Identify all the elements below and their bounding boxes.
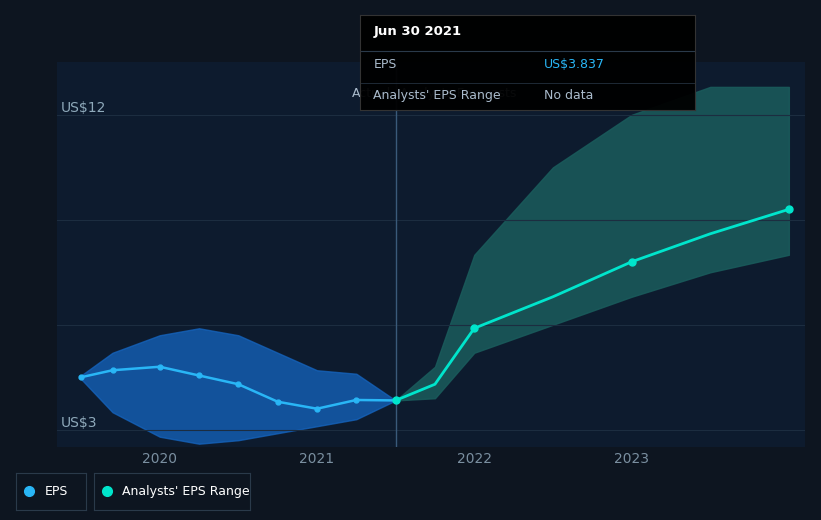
Text: Actual: Actual xyxy=(351,87,391,100)
Text: No data: No data xyxy=(544,89,594,102)
Text: Analysts Forecasts: Analysts Forecasts xyxy=(401,87,516,100)
Text: Jun 30 2021: Jun 30 2021 xyxy=(374,24,461,37)
Text: EPS: EPS xyxy=(374,58,397,71)
Text: Analysts' EPS Range: Analysts' EPS Range xyxy=(122,485,250,498)
Text: US$3: US$3 xyxy=(62,415,98,430)
Text: EPS: EPS xyxy=(44,485,67,498)
Text: US$3.837: US$3.837 xyxy=(544,58,605,71)
Text: Analysts' EPS Range: Analysts' EPS Range xyxy=(374,89,501,102)
Text: US$12: US$12 xyxy=(62,101,107,115)
